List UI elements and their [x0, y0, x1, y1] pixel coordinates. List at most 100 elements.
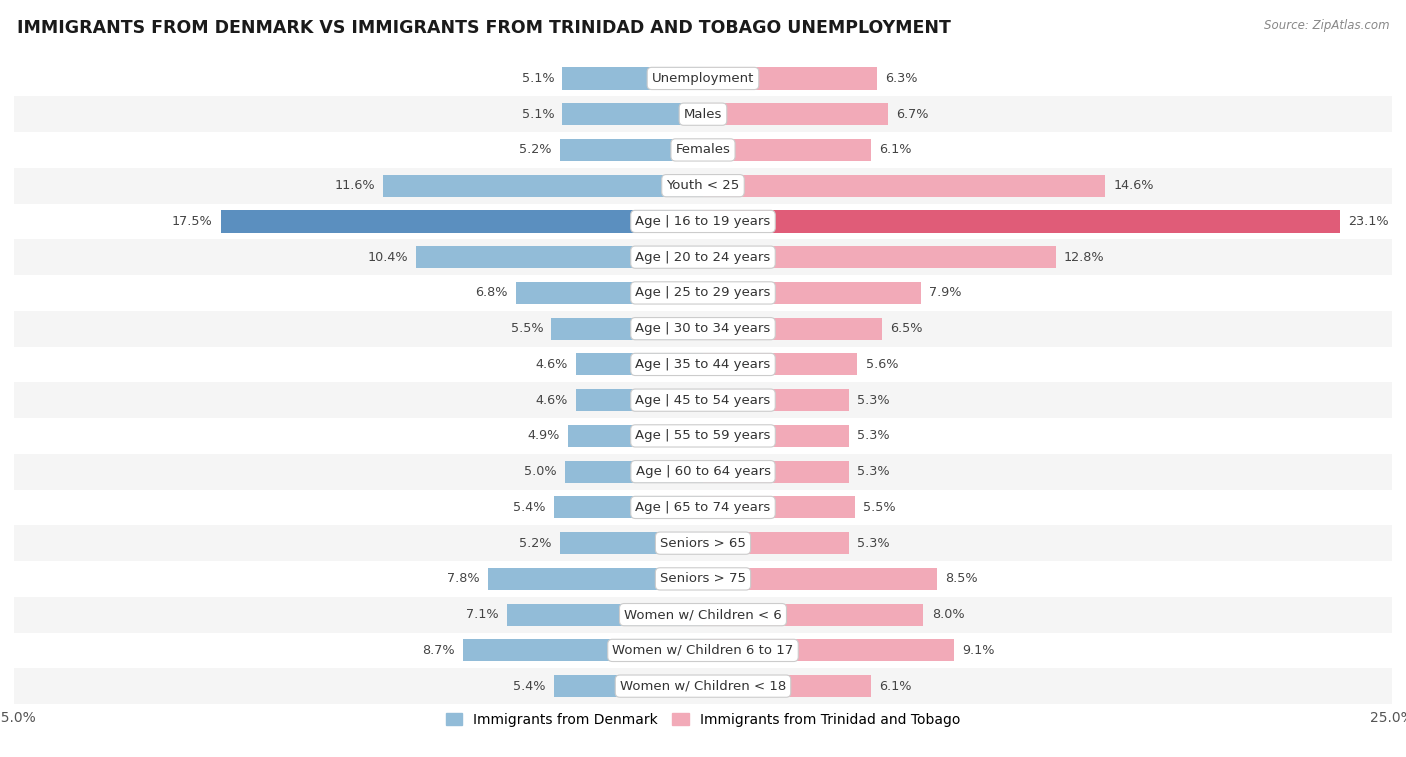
Bar — [416, 246, 703, 268]
Text: 17.5%: 17.5% — [172, 215, 212, 228]
Bar — [14, 275, 1392, 311]
Bar — [562, 103, 703, 125]
Bar — [565, 460, 703, 483]
Text: 8.5%: 8.5% — [945, 572, 979, 585]
Text: 6.3%: 6.3% — [884, 72, 917, 85]
Text: 5.0%: 5.0% — [524, 465, 557, 478]
Text: 6.1%: 6.1% — [879, 143, 912, 157]
Text: Females: Females — [675, 143, 731, 157]
Bar — [576, 389, 703, 411]
Text: 4.6%: 4.6% — [536, 394, 568, 407]
Bar — [703, 532, 849, 554]
Bar — [384, 175, 703, 197]
Text: 5.3%: 5.3% — [858, 465, 890, 478]
Bar — [14, 311, 1392, 347]
Text: Youth < 25: Youth < 25 — [666, 179, 740, 192]
Bar — [703, 282, 921, 304]
Bar — [703, 103, 887, 125]
Bar — [703, 389, 849, 411]
Bar — [703, 425, 849, 447]
Text: 6.8%: 6.8% — [475, 286, 508, 300]
Bar — [703, 175, 1105, 197]
Text: 5.3%: 5.3% — [858, 394, 890, 407]
Bar — [14, 418, 1392, 453]
Text: 7.8%: 7.8% — [447, 572, 479, 585]
Text: 5.3%: 5.3% — [858, 429, 890, 442]
Legend: Immigrants from Denmark, Immigrants from Trinidad and Tobago: Immigrants from Denmark, Immigrants from… — [440, 707, 966, 733]
Bar — [14, 347, 1392, 382]
Bar — [14, 61, 1392, 96]
Bar — [508, 603, 703, 626]
Text: 5.2%: 5.2% — [519, 143, 551, 157]
Bar — [14, 168, 1392, 204]
Bar — [703, 640, 953, 662]
Bar — [703, 210, 1340, 232]
Text: 5.3%: 5.3% — [858, 537, 890, 550]
Text: Males: Males — [683, 107, 723, 120]
Text: Age | 65 to 74 years: Age | 65 to 74 years — [636, 501, 770, 514]
Bar — [14, 239, 1392, 275]
Bar — [560, 532, 703, 554]
Bar — [703, 675, 872, 697]
Text: Women w/ Children < 6: Women w/ Children < 6 — [624, 608, 782, 621]
Text: 9.1%: 9.1% — [962, 644, 994, 657]
Bar — [703, 568, 938, 590]
Text: Age | 60 to 64 years: Age | 60 to 64 years — [636, 465, 770, 478]
Text: 5.1%: 5.1% — [522, 72, 554, 85]
Bar — [14, 525, 1392, 561]
Bar — [703, 67, 876, 89]
Text: 8.0%: 8.0% — [932, 608, 965, 621]
Bar — [488, 568, 703, 590]
Bar — [14, 453, 1392, 490]
Bar — [14, 382, 1392, 418]
Text: Women w/ Children < 18: Women w/ Children < 18 — [620, 680, 786, 693]
Text: 5.5%: 5.5% — [510, 322, 543, 335]
Text: 5.4%: 5.4% — [513, 501, 546, 514]
Bar — [463, 640, 703, 662]
Text: Source: ZipAtlas.com: Source: ZipAtlas.com — [1264, 19, 1389, 32]
Bar — [14, 132, 1392, 168]
Text: Age | 45 to 54 years: Age | 45 to 54 years — [636, 394, 770, 407]
Text: Age | 35 to 44 years: Age | 35 to 44 years — [636, 358, 770, 371]
Bar — [576, 354, 703, 375]
Text: 10.4%: 10.4% — [367, 251, 408, 263]
Text: 5.4%: 5.4% — [513, 680, 546, 693]
Bar — [560, 139, 703, 161]
Bar — [703, 139, 872, 161]
Text: Age | 30 to 34 years: Age | 30 to 34 years — [636, 322, 770, 335]
Text: Seniors > 65: Seniors > 65 — [659, 537, 747, 550]
Bar — [14, 597, 1392, 633]
Bar — [14, 633, 1392, 668]
Text: 6.7%: 6.7% — [896, 107, 928, 120]
Text: Age | 25 to 29 years: Age | 25 to 29 years — [636, 286, 770, 300]
Bar — [14, 490, 1392, 525]
Bar — [14, 561, 1392, 597]
Bar — [551, 318, 703, 340]
Bar — [554, 497, 703, 519]
Text: 4.9%: 4.9% — [527, 429, 560, 442]
Bar — [221, 210, 703, 232]
Text: 5.2%: 5.2% — [519, 537, 551, 550]
Bar — [562, 67, 703, 89]
Bar — [703, 354, 858, 375]
Bar — [516, 282, 703, 304]
Text: IMMIGRANTS FROM DENMARK VS IMMIGRANTS FROM TRINIDAD AND TOBAGO UNEMPLOYMENT: IMMIGRANTS FROM DENMARK VS IMMIGRANTS FR… — [17, 19, 950, 37]
Text: Age | 55 to 59 years: Age | 55 to 59 years — [636, 429, 770, 442]
Bar — [703, 246, 1056, 268]
Text: Women w/ Children 6 to 17: Women w/ Children 6 to 17 — [613, 644, 793, 657]
Text: 5.5%: 5.5% — [863, 501, 896, 514]
Text: 23.1%: 23.1% — [1348, 215, 1389, 228]
Text: 14.6%: 14.6% — [1114, 179, 1154, 192]
Bar — [568, 425, 703, 447]
Text: Age | 20 to 24 years: Age | 20 to 24 years — [636, 251, 770, 263]
Bar — [703, 603, 924, 626]
Bar — [703, 318, 882, 340]
Bar — [703, 460, 849, 483]
Text: 7.1%: 7.1% — [467, 608, 499, 621]
Bar — [703, 497, 855, 519]
Text: 8.7%: 8.7% — [422, 644, 456, 657]
Text: 6.5%: 6.5% — [890, 322, 922, 335]
Text: Unemployment: Unemployment — [652, 72, 754, 85]
Text: 7.9%: 7.9% — [929, 286, 962, 300]
Text: Age | 16 to 19 years: Age | 16 to 19 years — [636, 215, 770, 228]
